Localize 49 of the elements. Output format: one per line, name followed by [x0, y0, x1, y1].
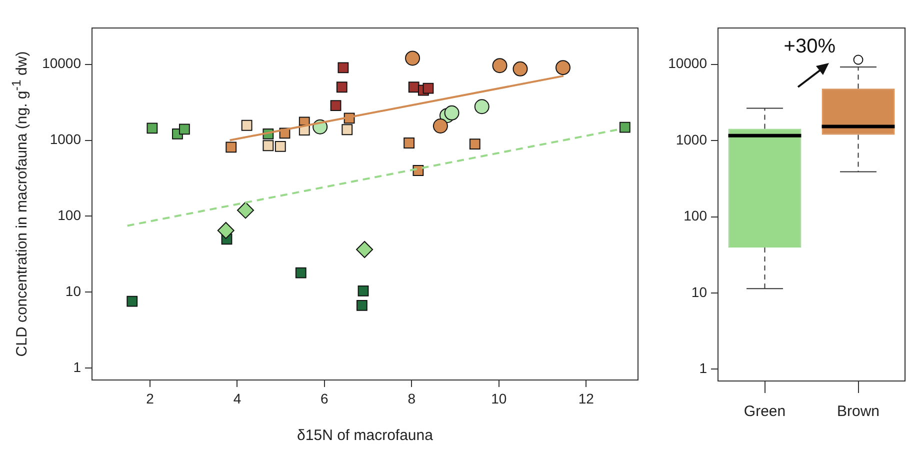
y-tick-label: 10 [691, 284, 708, 300]
point [444, 105, 460, 120]
x-tick-label: 4 [233, 390, 242, 406]
y-tick-label: 1 [73, 359, 82, 376]
x-axis-title: δ15N of macrofauna [297, 427, 434, 444]
point [619, 122, 630, 133]
y-tick-label: 1000 [676, 131, 708, 148]
y-tick-label: 1 [699, 360, 708, 376]
point [330, 100, 342, 112]
x-tick-label: 10 [491, 390, 507, 406]
point [555, 60, 570, 76]
point [422, 82, 434, 94]
point [241, 120, 252, 131]
point [126, 296, 138, 307]
point [338, 62, 349, 74]
point [405, 50, 420, 66]
x-tick-label: Brown [836, 403, 880, 420]
point [237, 202, 254, 219]
x-tick-label: 2 [146, 390, 154, 406]
point [336, 82, 348, 93]
point [356, 300, 368, 311]
y-tick-label: 10000 [42, 55, 82, 72]
y-tick-label: 10000 [668, 55, 708, 72]
point [262, 140, 274, 152]
point [408, 82, 420, 93]
y-tick-label: 1000 [50, 131, 82, 148]
point [432, 118, 448, 134]
point [469, 138, 480, 150]
point [179, 124, 190, 135]
point [217, 222, 234, 239]
point [342, 124, 353, 136]
x-tick-label: 12 [578, 390, 594, 406]
x-tick-label: Green [744, 403, 786, 420]
point [146, 122, 158, 134]
point [356, 241, 374, 258]
point [512, 61, 528, 76]
point [492, 58, 508, 74]
point [274, 140, 286, 152]
point [474, 99, 490, 114]
point [226, 142, 237, 153]
y-tick-label: 100 [684, 208, 708, 224]
point [358, 285, 369, 296]
annotation: +30% [784, 36, 836, 58]
point [295, 267, 306, 278]
y-tick-label: 100 [58, 207, 82, 224]
x-tick-label: 6 [320, 390, 329, 406]
y-tick-label: 10 [65, 283, 82, 300]
x-tick-label: 8 [408, 390, 416, 406]
point [404, 138, 414, 148]
